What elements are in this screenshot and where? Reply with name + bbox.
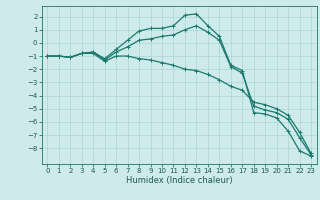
X-axis label: Humidex (Indice chaleur): Humidex (Indice chaleur) <box>126 176 233 185</box>
